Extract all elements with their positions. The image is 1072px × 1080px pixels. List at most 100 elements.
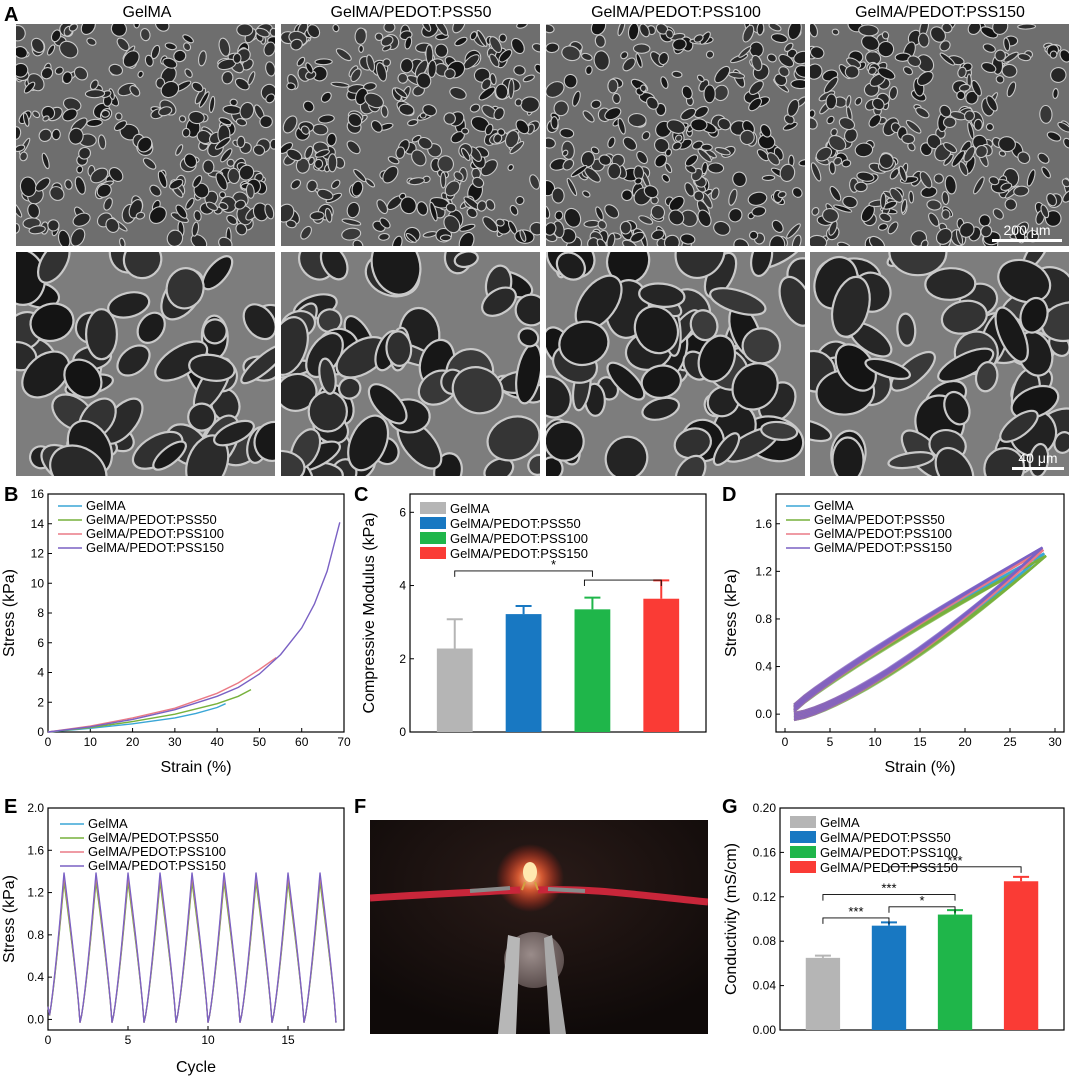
sem-image-pss100-high — [546, 252, 805, 476]
x-tick-label: 5 — [125, 1033, 132, 1047]
sem-pore — [561, 149, 569, 157]
sem-pore — [173, 49, 187, 63]
sem-pore — [38, 128, 53, 142]
sem-pore — [107, 291, 151, 319]
y-axis-label: Stress (kPa) — [1, 569, 18, 657]
sem-pore — [96, 183, 112, 198]
y-tick-label: 2 — [37, 695, 44, 709]
sem-pore — [154, 24, 170, 32]
sem-pore — [427, 59, 437, 78]
sem-pore — [166, 229, 184, 246]
y-tick-label: 12 — [31, 547, 45, 561]
sem-pore — [555, 252, 586, 281]
sem-pore — [975, 144, 988, 159]
sem-pore — [242, 303, 275, 341]
sem-pore — [116, 344, 151, 377]
legend-swatch — [420, 532, 446, 544]
sem-pore — [86, 118, 103, 128]
sem-pore — [761, 174, 776, 181]
sem-pore — [191, 221, 200, 237]
sem-pore — [617, 24, 626, 37]
sem-pore — [907, 55, 922, 68]
sem-pore — [641, 396, 681, 421]
sem-texture — [16, 252, 275, 476]
sem-pore — [554, 210, 564, 221]
series-line — [47, 703, 226, 733]
series-line — [47, 688, 252, 733]
y-tick-label: 2 — [399, 652, 406, 666]
plot-frame — [409, 493, 707, 733]
sem-pore — [563, 73, 578, 89]
sem-pore — [300, 225, 312, 240]
sem-pore — [822, 208, 839, 223]
sem-pore — [636, 150, 648, 165]
legend-entry: GelMA — [450, 501, 490, 516]
sem-pore — [460, 147, 471, 162]
x-tick-label: 60 — [295, 735, 309, 749]
sem-pore — [481, 78, 492, 91]
significance-bracket — [888, 906, 956, 913]
sem-pore — [61, 71, 73, 85]
sem-texture — [281, 252, 540, 476]
legend-swatch — [420, 517, 446, 529]
sem-pore — [650, 204, 666, 220]
sem-pore — [188, 110, 205, 125]
legend-entry: GelMA/PEDOT:PSS150 — [820, 860, 958, 875]
sem-pore — [182, 34, 194, 44]
sem-pore — [697, 334, 737, 383]
sem-pore — [877, 223, 889, 231]
sem-pore — [810, 109, 816, 119]
sem-pore — [269, 27, 275, 37]
sem-pore — [690, 118, 708, 132]
sem-pore — [16, 62, 29, 78]
sem-pore — [590, 146, 600, 155]
sem-pore — [871, 97, 885, 111]
sem-pore — [522, 74, 535, 83]
sem-pore — [454, 36, 468, 47]
sem-pore — [697, 209, 712, 228]
sem-pore — [187, 402, 217, 432]
sem-pore — [787, 24, 802, 41]
sem-pore — [21, 350, 71, 399]
led-bulb — [523, 862, 537, 882]
sem-pore — [829, 185, 842, 202]
sem-pore — [939, 52, 956, 66]
sem-pore — [472, 176, 485, 188]
significance-label: *** — [881, 881, 896, 896]
sem-pore — [606, 232, 616, 246]
sem-pore — [561, 45, 581, 62]
y-tick-label: 0.08 — [753, 934, 777, 948]
legend-swatch — [790, 861, 816, 873]
sem-pore — [1061, 178, 1069, 188]
sem-pore — [226, 214, 238, 226]
sem-pore — [489, 53, 500, 68]
sem-pore — [408, 177, 425, 186]
sem-pore — [627, 113, 647, 128]
sem-pore — [777, 191, 787, 199]
sem-pore — [119, 237, 126, 246]
sem-pore — [85, 308, 119, 361]
sem-pore — [326, 132, 337, 147]
sem-pore — [281, 316, 309, 376]
significance-bracket — [888, 866, 1022, 873]
sem-pore — [478, 86, 496, 101]
sem-pore — [707, 162, 725, 174]
sem-pore — [281, 449, 306, 476]
sem-pore — [458, 231, 475, 246]
sem-image-gelma-low — [16, 24, 275, 246]
y-tick-label: 0.00 — [753, 1023, 777, 1037]
sem-pore — [469, 31, 478, 41]
sem-pore — [1063, 137, 1069, 149]
sem-pore — [572, 90, 581, 107]
sem-pore — [959, 222, 975, 238]
sem-pore — [854, 181, 868, 193]
sem-pore — [604, 204, 620, 219]
sem-pore — [452, 24, 466, 34]
sem-pore — [314, 158, 324, 169]
sem-pore — [404, 36, 413, 50]
sem-pore — [324, 207, 333, 223]
scalebar-label: 40 μm — [1018, 450, 1058, 466]
sem-pore — [562, 158, 575, 171]
sem-pore — [150, 44, 161, 60]
sem-pore — [411, 134, 422, 143]
